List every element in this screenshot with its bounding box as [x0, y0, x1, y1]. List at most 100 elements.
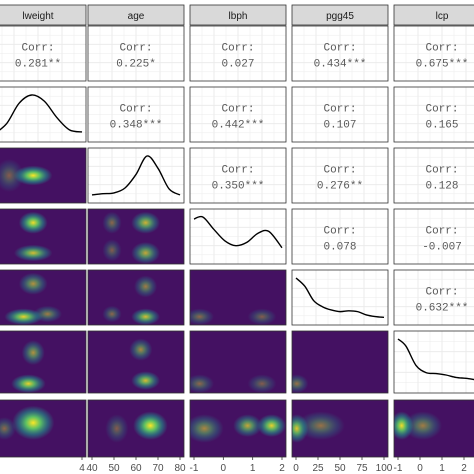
panel-r1-c1 — [88, 87, 184, 142]
panel-r5-c4 — [394, 331, 474, 393]
panel-border — [87, 269, 185, 326]
corr-label: Corr: — [221, 104, 254, 116]
corr-label: Corr: — [221, 165, 254, 177]
panel-border — [291, 147, 389, 204]
panel-border — [189, 269, 287, 326]
density-blob — [133, 411, 168, 440]
density-curve-lcp — [397, 338, 474, 381]
x-tick-label: 2 — [461, 463, 467, 474]
corr-label: Corr: — [119, 43, 152, 55]
strip-lweight: lweight — [0, 4, 87, 26]
strip-label: pgg45 — [326, 11, 354, 22]
density-blob — [102, 239, 122, 262]
panel-r1-c2 — [190, 87, 286, 142]
panel-border — [87, 208, 185, 265]
corr-value: 0.675*** — [416, 59, 469, 71]
density-blob — [190, 414, 224, 443]
panel-r4-c3 — [292, 270, 388, 325]
density-blob — [14, 244, 53, 262]
corr-label: Corr: — [425, 287, 458, 299]
x-tick-label: 50 — [334, 463, 346, 474]
corr-value: 0.128 — [425, 181, 458, 193]
panel-r4-c2 — [190, 270, 286, 325]
corr-label: Corr: — [119, 104, 152, 116]
corr-value: 0.442*** — [212, 120, 265, 132]
panel-border — [87, 25, 185, 82]
panel-r3-c2 — [190, 209, 286, 264]
corr-label: Corr: — [425, 165, 458, 177]
panel-border — [291, 269, 389, 326]
panel-r1-c0 — [0, 87, 86, 142]
x-tick-label: -1 — [190, 463, 199, 474]
panel-r2-c0 — [0, 148, 86, 203]
density-blob — [131, 308, 161, 325]
panel-border — [87, 86, 185, 143]
panel-border — [0, 208, 87, 265]
panel-r6-c3 — [292, 400, 388, 457]
panel-r6-c2 — [190, 400, 286, 457]
x-tick-label: -1 — [394, 463, 403, 474]
panel-r1-c3 — [292, 87, 388, 142]
corr-value: 0.027 — [221, 59, 254, 71]
panel-r0-c1 — [88, 26, 184, 81]
density-blob — [0, 417, 16, 440]
x-tick-label: 0 — [221, 463, 227, 474]
density-blob — [131, 211, 161, 234]
density-blob — [4, 308, 43, 325]
panel-r6-c1 — [88, 400, 184, 457]
density-blob — [190, 308, 214, 325]
panel-border — [189, 330, 287, 394]
panel-border — [189, 86, 287, 143]
panel-r5-c2 — [190, 331, 286, 393]
x-tick-label: 1 — [250, 463, 256, 474]
density-blob — [14, 165, 53, 186]
panel-border — [87, 147, 185, 204]
panel-border — [291, 330, 389, 394]
density-blob — [0, 159, 24, 192]
corr-value: 0.632*** — [416, 303, 469, 315]
panel-r0-c0 — [0, 26, 86, 81]
panel-r5-c0 — [0, 331, 86, 393]
panel-r6-c4 — [394, 400, 474, 457]
density-blob — [131, 242, 161, 264]
panel-border — [291, 86, 389, 143]
density-blob — [190, 374, 214, 393]
x-tick-label: 100 — [376, 463, 393, 474]
panel-border — [0, 269, 87, 326]
panel-border — [189, 25, 287, 82]
density-blob — [131, 371, 161, 390]
density-curve-pgg45 — [295, 277, 385, 319]
corr-value: 0.281** — [15, 59, 61, 71]
panel-grid: Corr: 0.281** Corr: 0.225* Corr: 0.027 Corr: 0.… — [0, 25, 474, 458]
panel-r3-c4 — [394, 209, 474, 264]
panel-r2-c2 — [190, 148, 286, 203]
panel-border — [87, 330, 185, 394]
panel-r2-c1 — [88, 148, 184, 203]
corr-label: Corr: — [323, 226, 356, 238]
panel-border — [393, 147, 474, 204]
panel-border — [189, 208, 287, 265]
panel-r4-c1 — [88, 270, 184, 325]
corr-label: Corr: — [323, 104, 356, 116]
density-blob — [247, 308, 277, 325]
x-tick-label: 70 — [152, 463, 164, 474]
strip-label: lcp — [436, 11, 449, 22]
panel-border — [393, 269, 474, 326]
x-tick-label: 40 — [86, 463, 98, 474]
x-tick-label: 75 — [356, 463, 368, 474]
panel-border — [0, 25, 87, 82]
corr-value: 0.107 — [323, 120, 356, 132]
panel-r5-c3 — [292, 331, 388, 393]
corr-label: Corr: — [425, 104, 458, 116]
panel-r3-c0 — [0, 209, 86, 264]
panel-border — [393, 208, 474, 265]
panel-border — [393, 86, 474, 143]
x-tick-label: 50 — [108, 463, 120, 474]
density-curve-age — [91, 155, 181, 196]
panel-r3-c1 — [88, 209, 184, 264]
panel-border — [0, 86, 87, 143]
strip-pgg45: pgg45 — [291, 4, 389, 26]
panel-border — [189, 147, 287, 204]
corr-label: Corr: — [323, 43, 356, 55]
